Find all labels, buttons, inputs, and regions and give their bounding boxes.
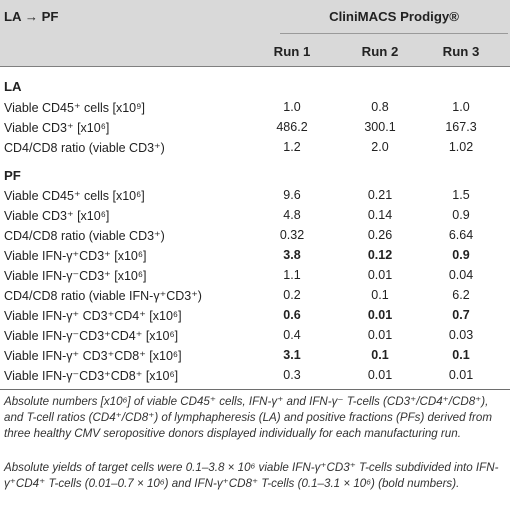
cell-run-2: 0.01 xyxy=(367,268,393,282)
table-row: Viable IFN-γ⁻CD3⁺CD4⁺ [x10⁶] 0.4 0.01 0.… xyxy=(0,328,510,347)
row-label: CD4/CD8 ratio (viable IFN-γ⁺CD3⁺) xyxy=(4,289,202,303)
cell-run-2: 0.1 xyxy=(371,348,389,362)
cell-run-2: 2.0 xyxy=(371,140,389,154)
cell-run-3: 0.04 xyxy=(448,268,474,282)
row-label: Viable IFN-γ⁻CD3⁺CD8⁺ [x10⁶] xyxy=(4,369,179,383)
table-row: Viable IFN-γ⁺ CD3⁺CD8⁺ [x10⁶] 3.1 0.1 0.… xyxy=(0,348,510,367)
table-row: Viable CD3⁺ [x10⁶] 486.2 300.1 167.3 xyxy=(0,120,510,139)
cell-run-3: 0.1 xyxy=(452,348,470,362)
cell-run-1: 1.0 xyxy=(283,100,301,114)
column-header-run-3: Run 3 xyxy=(442,44,480,59)
row-label: Viable CD3⁺ [x10⁶] xyxy=(4,121,110,135)
cell-run-2: 0.14 xyxy=(367,208,393,222)
cell-run-1: 9.6 xyxy=(283,188,301,202)
column-header-run-1: Run 1 xyxy=(273,44,311,59)
table-row: Viable IFN-γ⁺ CD3⁺CD4⁺ [x10⁶] 0.6 0.01 0… xyxy=(0,308,510,327)
cell-run-3: 0.01 xyxy=(448,368,474,382)
cell-run-3: 1.02 xyxy=(448,140,474,154)
header-bottom-rule xyxy=(0,66,510,67)
header-divider xyxy=(280,33,508,34)
row-label: Viable CD3⁺ [x10⁶] xyxy=(4,209,110,223)
cell-run-1: 0.4 xyxy=(283,328,301,342)
cell-run-1: 0.2 xyxy=(283,288,301,302)
section-title-la: LA xyxy=(4,79,22,94)
table-row: Viable IFN-γ⁺CD3⁺ [x10⁶] 3.8 0.12 0.9 xyxy=(0,248,510,267)
cell-run-3: 0.03 xyxy=(448,328,474,342)
cell-run-1: 0.32 xyxy=(279,228,305,242)
table-bottom-rule xyxy=(0,389,510,390)
cell-run-2: 0.8 xyxy=(371,100,389,114)
cell-run-2: 0.01 xyxy=(367,308,393,322)
row-label: Viable IFN-γ⁻CD3⁺CD4⁺ [x10⁶] xyxy=(4,329,179,343)
table-row: Viable IFN-γ⁻CD3⁺CD8⁺ [x10⁶] 0.3 0.01 0.… xyxy=(0,368,510,387)
row-label: Viable CD45⁺ cells [x10⁶] xyxy=(4,189,145,203)
row-label: Viable IFN-γ⁺ CD3⁺CD4⁺ [x10⁶] xyxy=(4,309,182,323)
cell-run-2: 0.01 xyxy=(367,328,393,342)
cell-run-3: 0.7 xyxy=(452,308,470,322)
cell-run-2: 0.26 xyxy=(367,228,393,242)
row-label: Viable IFN-γ⁺ CD3⁺CD8⁺ [x10⁶] xyxy=(4,349,182,363)
cell-run-3: 0.9 xyxy=(452,208,470,222)
table-row: Viable CD45⁺ cells [x10⁹] 1.0 0.8 1.0 xyxy=(0,100,510,119)
cell-run-1: 1.1 xyxy=(283,268,301,282)
cell-run-1: 3.1 xyxy=(283,348,301,362)
cell-run-2: 0.01 xyxy=(367,368,393,382)
section-title-pf: PF xyxy=(4,168,21,183)
cell-run-1: 4.8 xyxy=(283,208,301,222)
footnote-yields: Absolute yields of target cells were 0.1… xyxy=(4,461,499,490)
row-label: Viable CD45⁺ cells [x10⁹] xyxy=(4,101,145,115)
table-row: CD4/CD8 ratio (viable IFN-γ⁺CD3⁺) 0.2 0.… xyxy=(0,288,510,307)
cell-run-2: 300.1 xyxy=(364,120,396,134)
cell-run-2: 0.12 xyxy=(367,248,393,262)
table-row: Viable CD45⁺ cells [x10⁶] 9.6 0.21 1.5 xyxy=(0,188,510,207)
row-label: CD4/CD8 ratio (viable CD3⁺) xyxy=(4,229,165,243)
cell-run-1: 486.2 xyxy=(276,120,308,134)
table-row: Viable IFN-γ⁻CD3⁺ [x10⁶] 1.1 0.01 0.04 xyxy=(0,268,510,287)
cell-run-2: 0.1 xyxy=(371,288,389,302)
table-row: CD4/CD8 ratio (viable CD3⁺) 1.2 2.0 1.02 xyxy=(0,140,510,159)
cell-run-1: 0.3 xyxy=(283,368,301,382)
footnote-abbreviations: Absolute numbers [x10⁶] of viable CD45⁺ … xyxy=(4,395,492,440)
row-label: CD4/CD8 ratio (viable CD3⁺) xyxy=(4,141,165,155)
cell-run-1: 3.8 xyxy=(283,248,301,262)
cell-run-3: 6.64 xyxy=(448,228,474,242)
flow-label: LA → PF xyxy=(4,9,59,24)
device-title: CliniMACS Prodigy® xyxy=(329,9,459,24)
row-label: Viable IFN-γ⁺CD3⁺ [x10⁶] xyxy=(4,249,147,263)
cell-run-1: 0.6 xyxy=(283,308,301,322)
column-header-run-2: Run 2 xyxy=(361,44,399,59)
table-row: Viable CD3⁺ [x10⁶] 4.8 0.14 0.9 xyxy=(0,208,510,227)
row-label: Viable IFN-γ⁻CD3⁺ [x10⁶] xyxy=(4,269,147,283)
cell-run-3: 0.9 xyxy=(452,248,470,262)
table-row: CD4/CD8 ratio (viable CD3⁺) 0.32 0.26 6.… xyxy=(0,228,510,247)
cell-run-3: 167.3 xyxy=(445,120,477,134)
cell-run-2: 0.21 xyxy=(367,188,393,202)
cell-run-1: 1.2 xyxy=(283,140,301,154)
cell-run-3: 1.0 xyxy=(452,100,470,114)
cell-run-3: 6.2 xyxy=(452,288,470,302)
cell-run-3: 1.5 xyxy=(452,188,470,202)
